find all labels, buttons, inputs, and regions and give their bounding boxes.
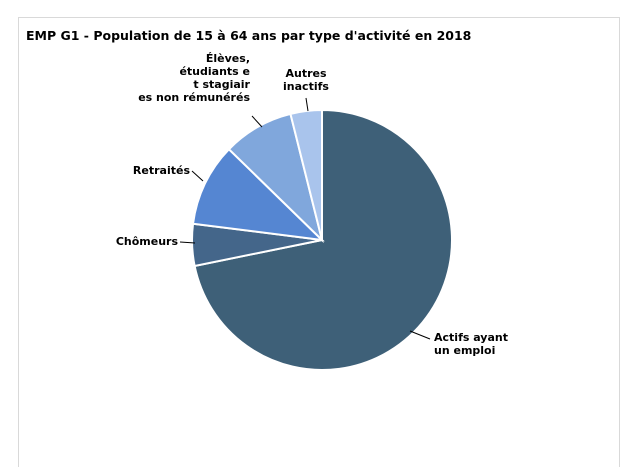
leader-line-2 xyxy=(191,170,204,182)
pie-slice-4 xyxy=(289,108,323,241)
leader-line-4 xyxy=(305,97,309,112)
slice-label-0: Actifs ayant un emploi xyxy=(434,331,508,357)
slice-label-1: Chômeurs xyxy=(116,235,179,248)
pie-slice-2 xyxy=(191,147,325,242)
pie-slices xyxy=(191,108,453,371)
leader-line-0 xyxy=(409,330,431,340)
leader-line-1 xyxy=(179,241,196,244)
chart-title: EMP G1 - Population de 15 à 64 ans par t… xyxy=(26,28,472,43)
slice-label-4: Autres inactifs xyxy=(283,67,329,93)
leader-lines xyxy=(179,97,431,340)
leader-line-3 xyxy=(251,115,263,128)
slice-labels: Actifs ayant un emploi Chômeurs Retraités Él… xyxy=(116,52,508,357)
slice-label-2: Retraités xyxy=(133,164,191,177)
